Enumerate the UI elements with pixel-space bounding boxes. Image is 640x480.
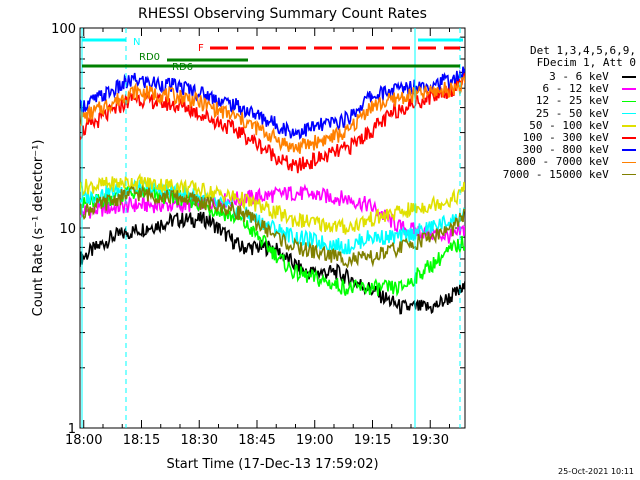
legend-entry-label: 100 - 300 keV xyxy=(522,131,622,144)
legend-entry-label: 6 - 12 keV xyxy=(542,82,622,96)
legend-entry: 50 - 100 keV xyxy=(476,119,636,132)
y-tick-label: 1 xyxy=(68,422,76,437)
f-label: F xyxy=(198,43,204,54)
series-line-7 xyxy=(80,75,465,154)
legend-entry: 7000 - 15000 keV xyxy=(476,168,636,181)
legend-entry-label: 50 - 100 keV xyxy=(529,118,622,132)
series-line-1 xyxy=(80,183,465,244)
legend-title-line2: FDecim 1, Att 0 xyxy=(536,56,636,69)
legend-entry: 300 - 800 keV xyxy=(476,143,636,156)
x-tick-label: 18:30 xyxy=(181,433,218,448)
series-group xyxy=(80,28,465,428)
legend-swatch xyxy=(622,125,636,127)
legend-entry-label: 7000 - 15000 keV xyxy=(502,167,622,181)
legend-entry: 800 - 7000 keV xyxy=(476,155,636,168)
series-line-0 xyxy=(80,211,465,315)
n-label: N xyxy=(133,37,140,48)
x-tick-label: 18:15 xyxy=(123,433,160,448)
legend-entry-label: 800 - 7000 keV xyxy=(516,155,622,169)
plot-root: RHESSI Observing Summary Count Rates 18:0… xyxy=(31,6,466,472)
legend-entry: 100 - 300 keV xyxy=(476,131,636,144)
legend-entry: 25 - 50 keV xyxy=(476,107,636,120)
rd0-label: RD0 xyxy=(139,52,160,63)
timestamp: 25-Oct-2021 10:11 xyxy=(558,467,634,476)
legend-swatch xyxy=(622,88,636,90)
series-line-4 xyxy=(80,172,465,235)
legend-swatch xyxy=(622,149,636,151)
y-tick-label: 100 xyxy=(51,22,76,37)
y-tick-label: 10 xyxy=(59,222,76,237)
x-tick-label: 19:00 xyxy=(296,433,333,448)
legend-entry: 3 - 6 keV xyxy=(476,70,636,83)
legend-swatch xyxy=(622,161,636,164)
x-tick-label: 19:15 xyxy=(354,433,391,448)
legend-entry: 6 - 12 keV xyxy=(476,82,636,95)
legend-entry: 12 - 25 keV xyxy=(476,94,636,107)
legend-entry-label: 25 - 50 keV xyxy=(535,106,622,120)
legend-entry-label: 3 - 6 keV xyxy=(549,70,622,83)
x-axis-label: Start Time (17-Dec-13 17:59:02) xyxy=(166,457,378,472)
x-tick-label: 19:30 xyxy=(412,433,449,448)
legend-swatch xyxy=(622,76,636,78)
legend-entry-label: 300 - 800 keV xyxy=(522,143,622,157)
legend-entry-label: 12 - 25 keV xyxy=(535,94,622,108)
legend-swatch xyxy=(622,137,636,139)
chart-title: RHESSI Observing Summary Count Rates xyxy=(138,6,427,22)
legend-swatch xyxy=(622,173,636,176)
series-line-6 xyxy=(80,66,465,140)
y-axis-label: Count Rate (s⁻¹ detector⁻¹) xyxy=(31,140,46,317)
legend-swatch xyxy=(622,112,636,115)
rd6-label: RD6 xyxy=(172,62,193,73)
x-tick-label: 18:45 xyxy=(238,433,275,448)
x-tick-label: 18:00 xyxy=(65,433,102,448)
series-line-8 xyxy=(80,184,465,269)
legend-swatch xyxy=(622,100,636,103)
legend-title-line1: Det 1,3,4,5,6,9, xyxy=(530,44,636,57)
